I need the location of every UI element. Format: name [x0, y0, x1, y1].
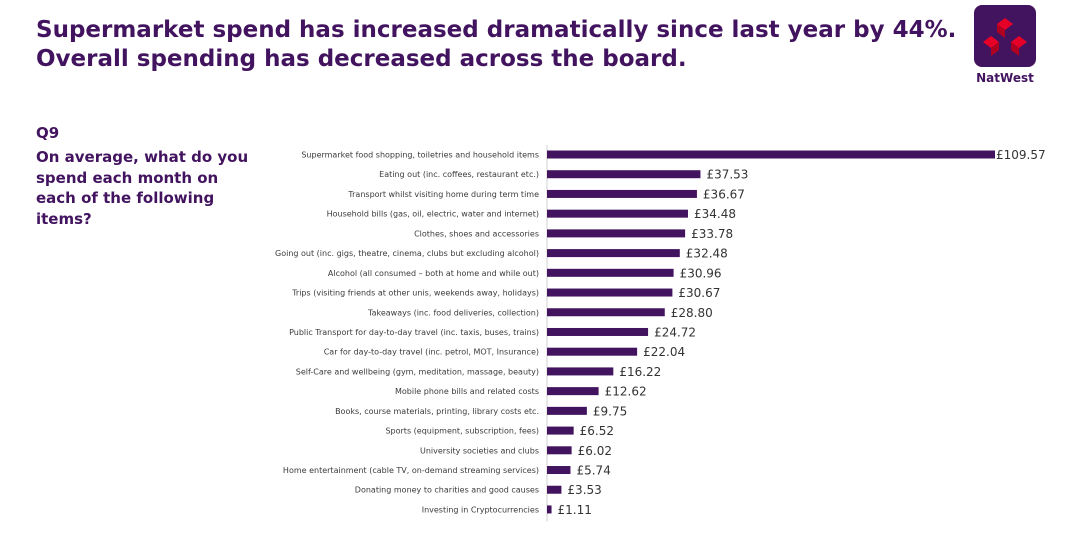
data-label: £33.78: [691, 227, 733, 241]
question-text: On average, what do you spend each month…: [36, 148, 249, 228]
bar: [547, 406, 587, 415]
data-label: £37.53: [706, 168, 748, 182]
category-label: Eating out (inc. coffees, restaurant etc…: [379, 170, 539, 179]
bar: [547, 347, 638, 356]
data-label: £34.48: [694, 207, 736, 221]
category-label: Donating money to charities and good cau…: [355, 486, 539, 495]
bar: [547, 229, 686, 238]
bar: [547, 288, 673, 297]
bar: [547, 387, 599, 396]
category-label: Household bills (gas, oil, electric, wat…: [327, 210, 539, 219]
category-label: Car for day-to-day travel (inc. petrol, …: [324, 348, 539, 357]
category-label: Home entertainment (cable TV, on-demand …: [283, 466, 539, 475]
data-label: £28.80: [671, 306, 713, 320]
data-label: £36.67: [703, 187, 745, 201]
data-label: £30.67: [678, 286, 720, 300]
category-label: Clothes, shoes and accessories: [414, 229, 539, 238]
category-label: Mobile phone bills and related costs: [395, 387, 539, 396]
bar: [547, 367, 614, 376]
bar: [547, 189, 697, 198]
bar: [547, 308, 665, 317]
data-label: £109.57: [996, 148, 1046, 162]
data-label: £24.72: [654, 325, 696, 339]
logo-name: NatWest: [976, 71, 1034, 85]
bar: [547, 466, 571, 475]
headline: Supermarket spend has increased dramatic…: [36, 16, 957, 74]
data-label: £5.74: [576, 464, 610, 478]
question-number: Q9: [36, 124, 60, 142]
headline-line-1: Supermarket spend has increased dramatic…: [36, 17, 957, 43]
category-label: Takeaways (inc. food deliveries, collect…: [367, 308, 539, 317]
bar: [547, 485, 562, 494]
category-label: Alcohol (all consumed – both at home and…: [328, 269, 539, 278]
bar: [547, 446, 572, 455]
category-label: Trips (visiting friends at other unis, w…: [291, 289, 539, 298]
bar: [547, 505, 552, 514]
category-label: Books, course materials, printing, libra…: [335, 407, 539, 416]
category-label: Sports (equipment, subscription, fees): [385, 427, 539, 436]
data-label: £3.53: [567, 483, 601, 497]
bar: [547, 426, 574, 435]
bar: [547, 268, 674, 277]
bar: [547, 170, 701, 179]
data-label: £6.52: [580, 424, 614, 438]
natwest-logo: NatWest: [974, 5, 1038, 85]
category-label: Investing in Cryptocurrencies: [422, 505, 539, 514]
bar: [547, 209, 688, 218]
headline-line-2: Overall spending has decreased across th…: [36, 46, 687, 72]
data-label: £22.04: [643, 345, 685, 359]
bar: [547, 150, 995, 159]
data-label: £6.02: [578, 444, 612, 458]
category-label: Transport whilst visiting home during te…: [347, 190, 539, 199]
category-label: Public Transport for day-to-day travel (…: [289, 328, 539, 337]
bar: [547, 327, 649, 336]
data-label: £32.48: [686, 247, 728, 261]
data-label: £1.11: [558, 503, 592, 517]
natwest-cubes-icon: [974, 5, 1036, 67]
category-label: Supermarket food shopping, toiletries an…: [301, 151, 539, 160]
category-label: Going out (inc. gigs, theatre, cinema, c…: [275, 249, 539, 258]
data-label: £30.96: [680, 266, 722, 280]
data-label: £16.22: [619, 365, 661, 379]
category-label: Self-Care and wellbeing (gym, meditation…: [296, 367, 539, 376]
bar: [547, 249, 680, 258]
data-label: £12.62: [605, 385, 647, 399]
data-label: £9.75: [593, 404, 627, 418]
category-label: University societies and clubs: [420, 446, 539, 455]
